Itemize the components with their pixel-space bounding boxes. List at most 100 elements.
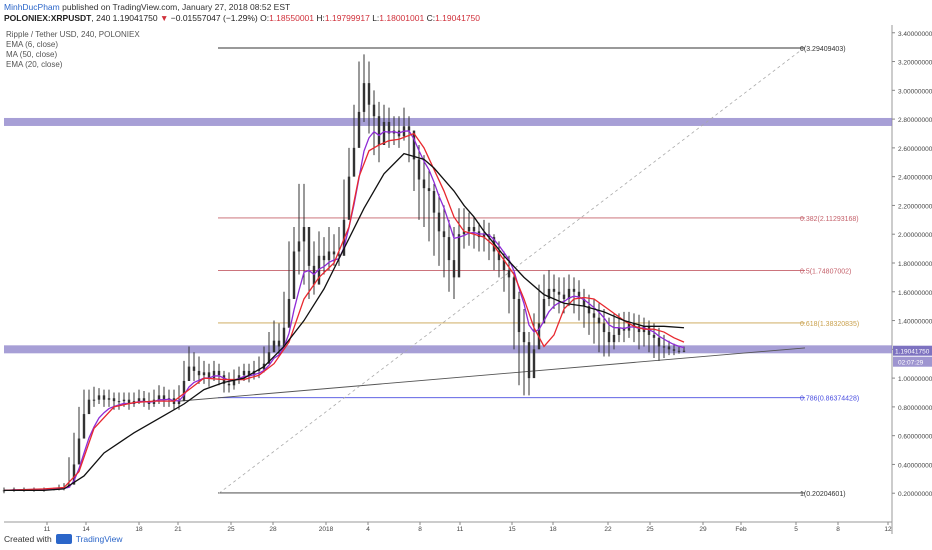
- candle-body: [267, 352, 271, 364]
- price-tag-box: [893, 345, 932, 356]
- low-label: L:: [372, 13, 380, 23]
- x-tick-label: Feb: [735, 526, 747, 533]
- candle-body: [372, 104, 376, 117]
- candle-body: [527, 342, 531, 379]
- candle-body: [597, 317, 601, 324]
- y-tick-label: 2.00000000: [898, 232, 932, 239]
- legend-ma50[interactable]: MA (50, close): [6, 50, 58, 59]
- candle-body: [437, 212, 441, 232]
- published-text: published on TradingView.com, January 27…: [62, 2, 291, 12]
- candle-body: [632, 323, 636, 327]
- candle-body: [517, 298, 521, 333]
- candle-body: [682, 350, 686, 352]
- candle-body: [672, 349, 676, 351]
- candle-body: [347, 176, 351, 220]
- y-tick-label: 2.20000000: [898, 203, 932, 210]
- candle-body: [532, 349, 536, 379]
- x-tick-label: 29: [699, 526, 707, 533]
- candle-body: [607, 332, 611, 343]
- candle-body: [412, 130, 416, 160]
- symbol-bar: POLONIEX:XRPUSDT, 240 1.19041750 ▼ −0.01…: [4, 13, 480, 23]
- candle-body: [87, 399, 91, 415]
- candle-body: [612, 334, 616, 343]
- footer: Created with TradingView: [4, 534, 123, 544]
- candle-body: [422, 179, 426, 189]
- candle-body: [567, 288, 571, 299]
- candle-body: [547, 288, 551, 299]
- candle-body: [217, 370, 221, 376]
- fib-level-label: 1(0.20204601): [800, 491, 846, 498]
- candle-body: [432, 191, 436, 213]
- y-tick-label: 1.80000000: [898, 261, 932, 268]
- x-tick-label: 11: [457, 526, 464, 533]
- low-value: 1.18001001: [379, 13, 425, 23]
- candle-body: [107, 398, 111, 400]
- candle-body: [202, 372, 206, 376]
- candle-body: [602, 323, 606, 333]
- candle-body: [112, 398, 116, 402]
- legend-ema6[interactable]: EMA (6, close): [6, 40, 59, 49]
- author-link[interactable]: MinhDucPham: [4, 2, 60, 12]
- candle-body: [557, 291, 561, 295]
- candle-body: [377, 116, 381, 145]
- close-label: C:: [426, 13, 436, 23]
- chart-legend: Ripple / Tether USD, 240, POLONIEX EMA (…: [6, 30, 140, 70]
- candle-body: [182, 380, 186, 402]
- y-tick-label: 3.40000000: [898, 31, 932, 38]
- candle-body: [142, 398, 146, 402]
- ema20-line: [3, 132, 685, 491]
- candle-body: [427, 188, 431, 192]
- candle-body: [237, 375, 241, 380]
- candle-body: [282, 327, 286, 347]
- ma50-line: [4, 152, 685, 491]
- candle-body: [187, 366, 191, 381]
- symbol-name: POLONIEX:XRPUSDT: [4, 13, 92, 23]
- trendline: [178, 347, 806, 402]
- close-value: 1.19041750: [435, 13, 480, 23]
- candle-body: [327, 251, 331, 261]
- candle-body: [617, 327, 621, 335]
- candle-body: [92, 399, 96, 401]
- y-tick-label: 3.00000000: [898, 88, 932, 95]
- candle-body: [502, 260, 506, 271]
- candle-body: [457, 234, 461, 278]
- x-tick-label: 15: [508, 526, 516, 533]
- y-tick-label: 0.80000000: [898, 405, 932, 412]
- fib-level-label: 0(3.29409403): [800, 46, 846, 53]
- x-tick-label: 8: [836, 526, 840, 533]
- candle-body: [447, 237, 451, 261]
- candle-body: [117, 401, 121, 403]
- tradingview-logo-icon: [55, 534, 72, 544]
- support-band: [4, 345, 892, 354]
- candle-body: [572, 288, 576, 292]
- candle-body: [102, 395, 106, 400]
- candle-body: [657, 337, 661, 347]
- dashed-trendline: [218, 46, 806, 494]
- candle-body: [647, 326, 651, 335]
- fib-level-label: 0.618(1.38320835): [800, 321, 859, 328]
- candle-body: [462, 231, 466, 235]
- down-arrow-icon: ▼: [159, 13, 169, 23]
- candle-body: [582, 298, 586, 307]
- candle-body: [177, 401, 181, 405]
- y-tick-label: 3.20000000: [898, 60, 932, 67]
- candle-body: [562, 294, 566, 299]
- fib-level-label: 0.382(2.11293168): [800, 216, 859, 223]
- candle-body: [552, 288, 556, 292]
- candle-body: [212, 370, 216, 379]
- candle-body: [77, 438, 81, 465]
- y-tick-label: 0.40000000: [898, 462, 932, 469]
- open-value: 1.18550001: [269, 13, 315, 23]
- candle-body: [472, 227, 476, 232]
- candle-body: [407, 126, 411, 131]
- tradingview-link[interactable]: TradingView: [75, 534, 123, 544]
- y-tick-label: 2.60000000: [898, 146, 932, 153]
- candle-body: [507, 270, 511, 278]
- candle-body: [292, 251, 296, 299]
- last-price: 1.19041750: [112, 13, 158, 23]
- candle-body: [322, 255, 326, 261]
- legend-ema20[interactable]: EMA (20, close): [6, 60, 63, 69]
- candle-body: [287, 298, 291, 328]
- publish-info: MinhDucPham published on TradingView.com…: [4, 2, 290, 12]
